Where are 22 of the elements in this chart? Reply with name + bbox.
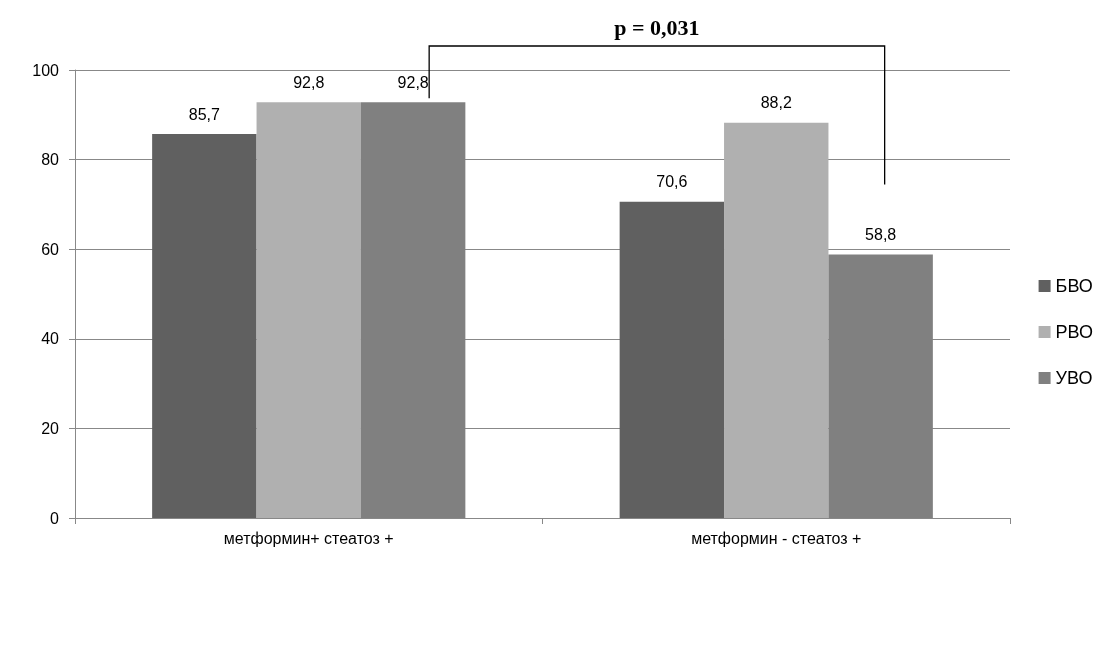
legend-label: УВО [1055,368,1093,388]
data-label: 92,8 [293,73,325,91]
data-label: 88,2 [760,94,792,112]
y-tick-label: 80 [41,151,60,169]
text: p = 0,031 [614,14,700,40]
y-tick-label: 0 [50,509,60,527]
data-label: 58,8 [865,226,897,244]
bar [619,201,725,518]
legend-label: БВО [1055,276,1093,296]
y-tick-label: 100 [32,61,60,79]
y-tick-label: 20 [41,419,60,437]
y-tick-label: 40 [41,330,60,348]
data-label: 85,7 [188,105,221,123]
bar [152,134,257,518]
bar [256,102,361,518]
bar [724,122,829,518]
data-label: 70,6 [656,173,688,191]
legend-label: РВО [1055,322,1094,342]
x-tick-label: метформин+ стеатоз + [223,529,394,547]
x-tick-label: метформин - стеатоз + [691,529,862,547]
data-label: 92,8 [397,73,429,91]
y-tick-label: 60 [41,240,60,258]
